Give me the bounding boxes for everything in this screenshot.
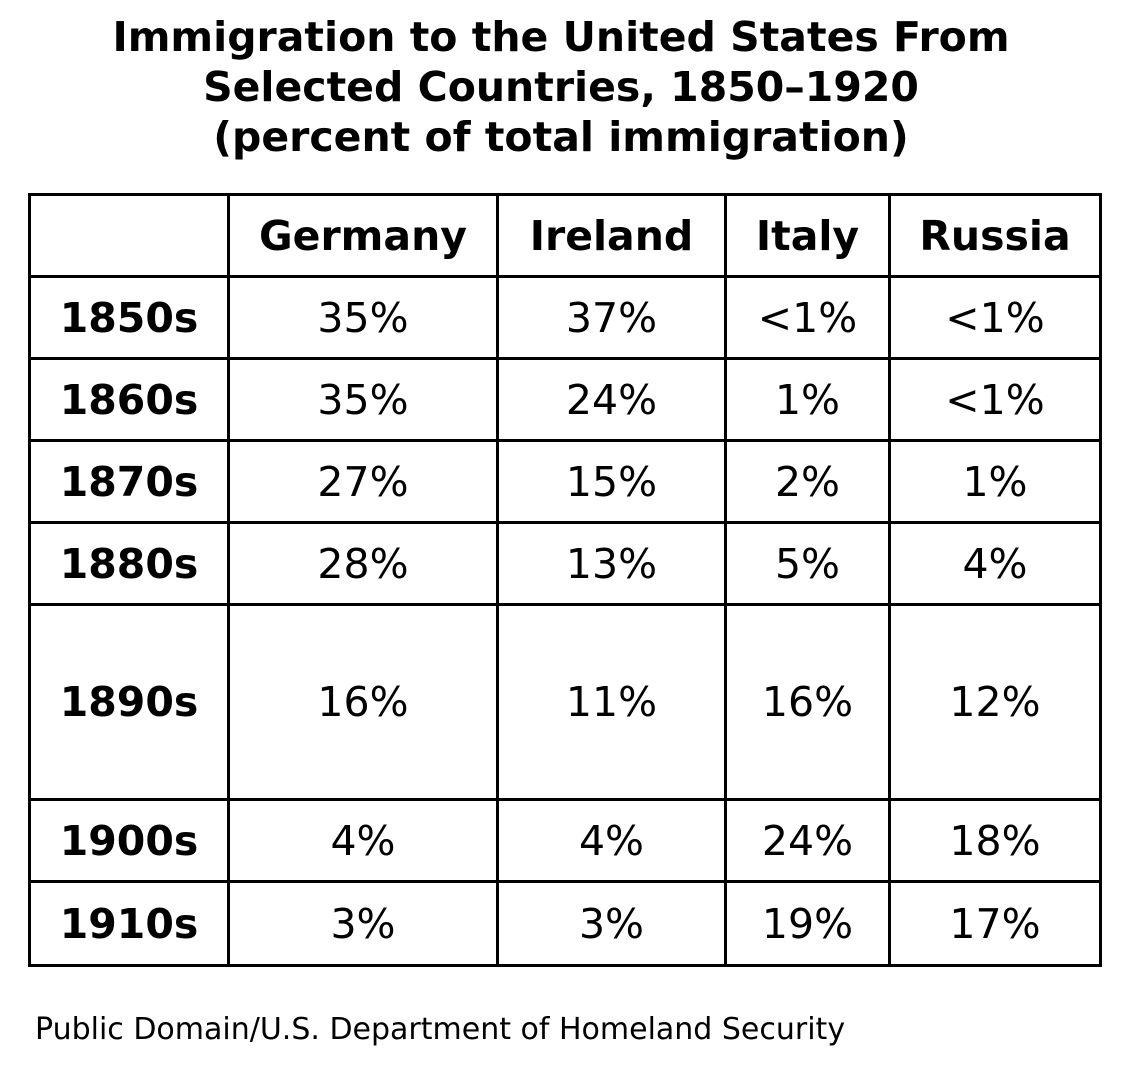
table-cell: <1% [888, 357, 1102, 442]
table-cell: 13% [496, 521, 727, 606]
table-row: 1910s 3% 3% 19% 17% [28, 880, 1102, 967]
table-cell: 16% [227, 603, 499, 801]
table-cell: 24% [724, 798, 891, 883]
title-line-3: (percent of total immigration) [213, 113, 909, 161]
header-row: Germany Ireland Italy Russia [28, 193, 1102, 278]
table-cell: 35% [227, 357, 499, 442]
row-label: 1860s [28, 357, 230, 442]
table-row: 1870s 27% 15% 2% 1% [28, 439, 1102, 524]
table-cell: 15% [496, 439, 727, 524]
table-cell: 16% [724, 603, 891, 801]
row-label: 1870s [28, 439, 230, 524]
table-row: 1880s 28% 13% 5% 4% [28, 521, 1102, 606]
row-label: 1900s [28, 798, 230, 883]
row-label: 1890s [28, 603, 230, 801]
title-line-1: Immigration to the United States From [112, 13, 1010, 61]
table-cell: 3% [227, 880, 499, 967]
table-row: 1890s 16% 11% 16% 12% [28, 603, 1102, 801]
column-header-italy: Italy [724, 193, 891, 278]
table-cell: <1% [888, 275, 1102, 360]
immigration-table: Germany Ireland Italy Russia 1850s 35% 3… [28, 193, 1102, 967]
column-header-russia: Russia [888, 193, 1102, 278]
table-cell: 12% [888, 603, 1102, 801]
column-header-ireland: Ireland [496, 193, 727, 278]
title-line-2: Selected Countries, 1850–1920 [203, 63, 919, 111]
table-cell: 17% [888, 880, 1102, 967]
table-cell: 4% [227, 798, 499, 883]
row-label: 1850s [28, 275, 230, 360]
table-cell: 35% [227, 275, 499, 360]
table-cell: 1% [888, 439, 1102, 524]
corner-cell [28, 193, 230, 278]
table-cell: 24% [496, 357, 727, 442]
table-row: 1860s 35% 24% 1% <1% [28, 357, 1102, 442]
table-cell: 27% [227, 439, 499, 524]
row-label: 1910s [28, 880, 230, 967]
table-cell: 28% [227, 521, 499, 606]
table-cell: 11% [496, 603, 727, 801]
table-cell: 1% [724, 357, 891, 442]
table-cell: 37% [496, 275, 727, 360]
table-cell: 4% [496, 798, 727, 883]
table-cell: 2% [724, 439, 891, 524]
row-label: 1880s [28, 521, 230, 606]
source-credit: Public Domain/U.S. Department of Homelan… [35, 1012, 846, 1047]
table-row: 1900s 4% 4% 24% 18% [28, 798, 1102, 883]
table-cell: 18% [888, 798, 1102, 883]
table-row: 1850s 35% 37% <1% <1% [28, 275, 1102, 360]
page-title: Immigration to the United States From Se… [0, 12, 1122, 162]
table-cell: 3% [496, 880, 727, 967]
column-header-germany: Germany [227, 193, 499, 278]
table-cell: 4% [888, 521, 1102, 606]
table-cell: 19% [724, 880, 891, 967]
table-cell: 5% [724, 521, 891, 606]
table-cell: <1% [724, 275, 891, 360]
